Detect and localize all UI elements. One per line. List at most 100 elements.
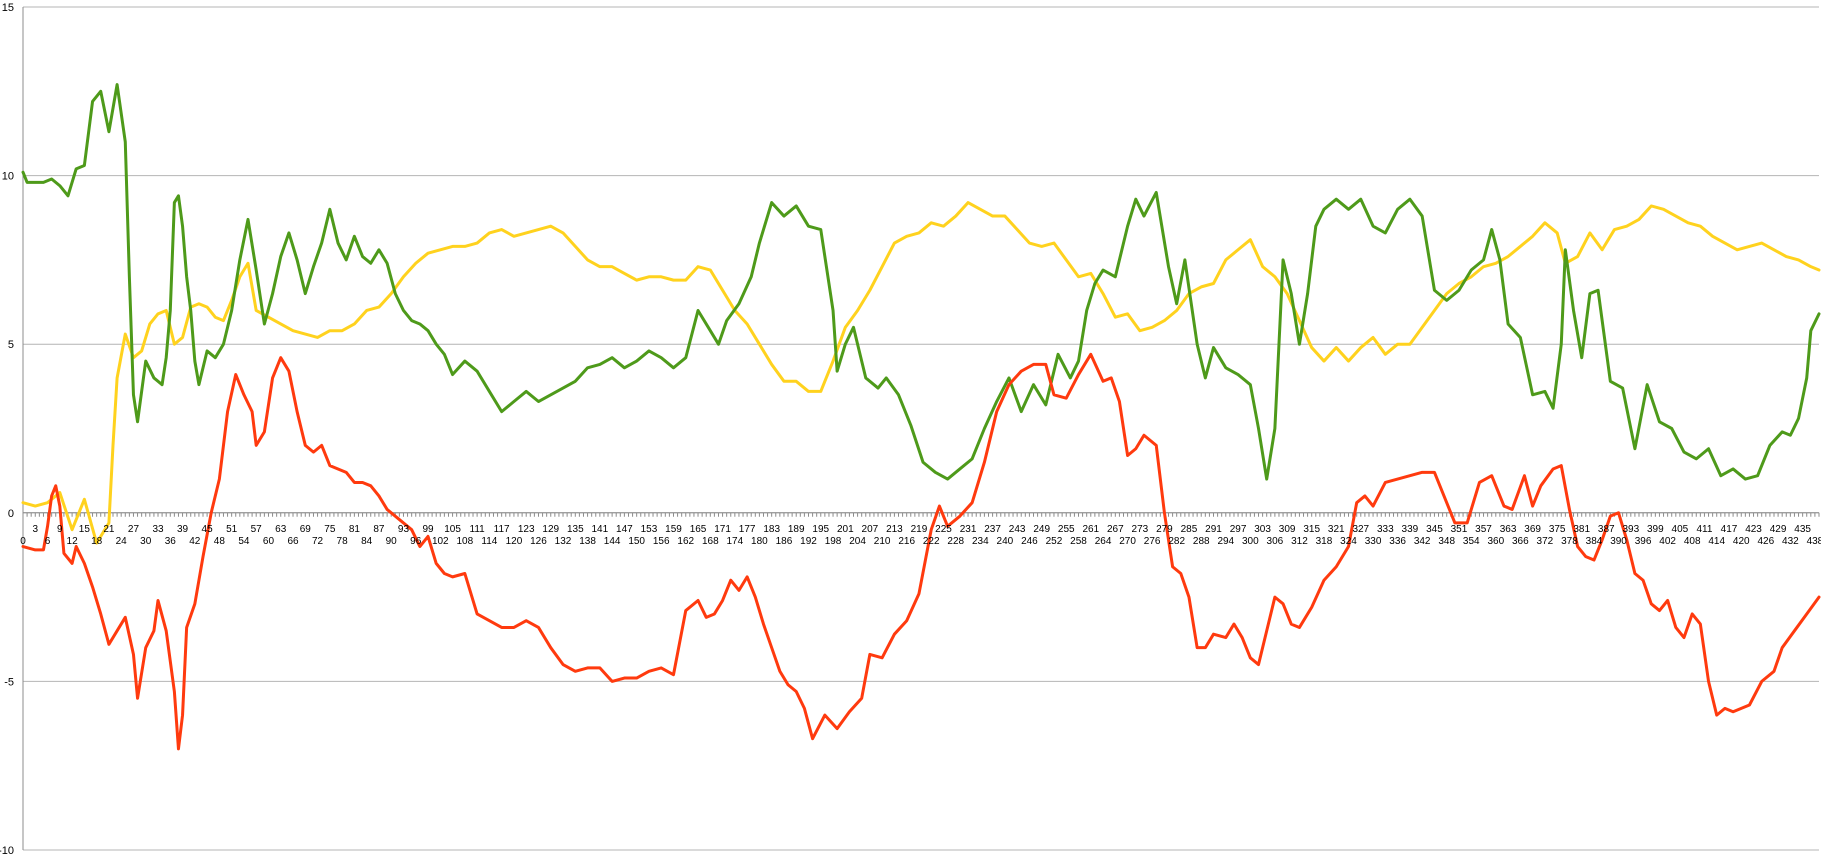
x-tick-label: 165 bbox=[690, 524, 707, 535]
x-tick-label: 57 bbox=[251, 524, 263, 535]
x-tick-label: 360 bbox=[1487, 536, 1504, 547]
x-tick-label: 51 bbox=[226, 524, 238, 535]
x-tick-label: 204 bbox=[849, 536, 866, 547]
x-tick-label: 333 bbox=[1377, 524, 1394, 535]
x-tick-label: 414 bbox=[1708, 536, 1725, 547]
x-tick-label: 402 bbox=[1659, 536, 1676, 547]
x-tick-label: 75 bbox=[324, 524, 336, 535]
x-tick-label: 87 bbox=[373, 524, 385, 535]
x-axis-tick-marks bbox=[22, 512, 1820, 517]
x-tick-label: 336 bbox=[1389, 536, 1406, 547]
x-tick-label: 273 bbox=[1132, 524, 1149, 535]
x-tick-label: 168 bbox=[702, 536, 719, 547]
x-tick-label: 396 bbox=[1635, 536, 1652, 547]
x-tick-label: 96 bbox=[410, 536, 422, 547]
x-tick-label: 189 bbox=[788, 524, 805, 535]
y-tick-label: -5 bbox=[4, 676, 14, 688]
x-tick-label: 363 bbox=[1500, 524, 1517, 535]
y-tick-labels: -10 -5 0 5 10 15 bbox=[0, 2, 14, 856]
x-tick-label: 207 bbox=[862, 524, 879, 535]
x-tick-label: 372 bbox=[1537, 536, 1554, 547]
x-tick-label: 171 bbox=[714, 524, 731, 535]
x-tick-label: 420 bbox=[1733, 536, 1750, 547]
x-tick-label: 426 bbox=[1757, 536, 1774, 547]
x-tick-label: 102 bbox=[432, 536, 449, 547]
x-tick-label: 195 bbox=[812, 524, 829, 535]
x-tick-label: 18 bbox=[91, 536, 103, 547]
x-tick-label: 60 bbox=[263, 536, 275, 547]
x-tick-label: 234 bbox=[972, 536, 989, 547]
x-tick-label: 282 bbox=[1168, 536, 1185, 547]
x-tick-label: 90 bbox=[386, 536, 398, 547]
x-tick-label: 384 bbox=[1586, 536, 1603, 547]
x-tick-label: 267 bbox=[1107, 524, 1124, 535]
x-tick-label: 174 bbox=[727, 536, 744, 547]
x-tick-label: 117 bbox=[494, 524, 510, 535]
x-tick-label: 318 bbox=[1316, 536, 1333, 547]
x-tick-label: 312 bbox=[1291, 536, 1308, 547]
x-tick-label: 144 bbox=[604, 536, 621, 547]
x-tick-label: 12 bbox=[67, 536, 79, 547]
x-tick-label: 264 bbox=[1095, 536, 1112, 547]
x-tick-label: 300 bbox=[1242, 536, 1259, 547]
x-tick-label: 252 bbox=[1046, 536, 1063, 547]
x-tick-label: 375 bbox=[1549, 524, 1566, 535]
x-tick-label: 432 bbox=[1782, 536, 1799, 547]
x-tick-label: 315 bbox=[1303, 524, 1320, 535]
x-tick-label: 357 bbox=[1475, 524, 1492, 535]
x-tick-label: 309 bbox=[1279, 524, 1296, 535]
x-tick-label: 81 bbox=[349, 524, 361, 535]
axes bbox=[22, 7, 1820, 850]
x-tick-label: 249 bbox=[1033, 524, 1050, 535]
x-tick-label: 69 bbox=[300, 524, 312, 535]
x-tick-label: 183 bbox=[763, 524, 780, 535]
x-tick-label: 390 bbox=[1610, 536, 1627, 547]
x-tick-label: 408 bbox=[1684, 536, 1701, 547]
x-tick-label: 381 bbox=[1573, 524, 1590, 535]
x-tick-label: 135 bbox=[567, 524, 584, 535]
x-tick-label: 303 bbox=[1254, 524, 1271, 535]
x-tick-label: 240 bbox=[997, 536, 1014, 547]
x-tick-label: 3 bbox=[32, 524, 38, 535]
series-lines bbox=[21, 83, 1821, 751]
x-tick-label: 405 bbox=[1672, 524, 1689, 535]
x-tick-label: 435 bbox=[1794, 524, 1811, 535]
x-tick-label: 324 bbox=[1340, 536, 1357, 547]
x-tick-label: 261 bbox=[1082, 524, 1099, 535]
x-tick-label: 354 bbox=[1463, 536, 1480, 547]
x-tick-label: 108 bbox=[456, 536, 473, 547]
x-tick-label: 339 bbox=[1402, 524, 1419, 535]
x-tick-label: 255 bbox=[1058, 524, 1075, 535]
x-tick-label: 285 bbox=[1181, 524, 1198, 535]
x-tick-label: 321 bbox=[1328, 524, 1345, 535]
x-tick-label: 369 bbox=[1524, 524, 1541, 535]
x-tick-label: 393 bbox=[1622, 524, 1639, 535]
x-tick-label: 45 bbox=[202, 524, 214, 535]
x-tick-labels: 0369121518212427303336394245485154576063… bbox=[20, 524, 1821, 547]
x-tick-label: 246 bbox=[1021, 536, 1038, 547]
x-tick-label: 186 bbox=[776, 536, 793, 547]
x-tick-label: 54 bbox=[238, 536, 250, 547]
x-tick-label: 84 bbox=[361, 536, 373, 547]
x-tick-label: 417 bbox=[1721, 524, 1738, 535]
x-tick-label: 138 bbox=[579, 536, 596, 547]
x-tick-label: 330 bbox=[1365, 536, 1382, 547]
x-tick-label: 33 bbox=[152, 524, 164, 535]
x-tick-label: 24 bbox=[116, 536, 128, 547]
x-tick-label: 219 bbox=[911, 524, 928, 535]
x-tick-label: 411 bbox=[1696, 524, 1712, 535]
x-tick-label: 132 bbox=[555, 536, 572, 547]
x-tick-label: 342 bbox=[1414, 536, 1431, 547]
x-tick-label: 129 bbox=[542, 524, 559, 535]
x-tick-label: 27 bbox=[128, 524, 140, 535]
x-tick-label: 120 bbox=[506, 536, 523, 547]
x-tick-label: 93 bbox=[398, 524, 410, 535]
x-tick-label: 66 bbox=[287, 536, 299, 547]
x-tick-label: 36 bbox=[165, 536, 177, 547]
x-tick-label: 279 bbox=[1156, 524, 1173, 535]
x-tick-label: 198 bbox=[825, 536, 842, 547]
x-tick-label: 30 bbox=[140, 536, 152, 547]
x-tick-label: 345 bbox=[1426, 524, 1443, 535]
series-line-3 bbox=[21, 352, 1821, 751]
